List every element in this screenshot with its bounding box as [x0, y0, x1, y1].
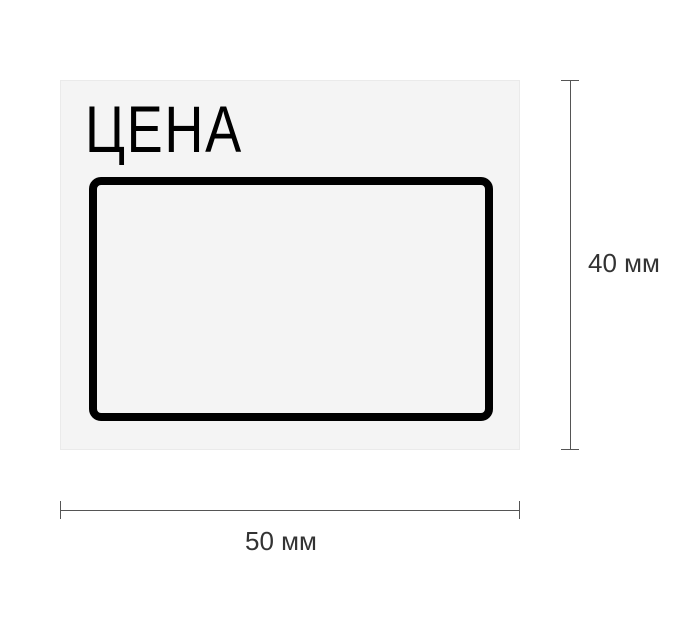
- dim-bottom-line: [60, 510, 520, 511]
- dim-right-label: 40 мм: [588, 248, 660, 279]
- dim-right-cap-bottom: [561, 449, 579, 450]
- dim-right-line: [570, 80, 571, 450]
- price-tag: ЦЕНА: [60, 80, 520, 450]
- price-inner-box: [89, 177, 493, 421]
- diagram-canvas: ЦЕНА 40 мм 50 мм: [0, 0, 680, 630]
- dim-bottom-cap-right: [519, 501, 520, 519]
- price-title: ЦЕНА: [85, 91, 243, 167]
- dim-bottom-label: 50 мм: [245, 526, 317, 557]
